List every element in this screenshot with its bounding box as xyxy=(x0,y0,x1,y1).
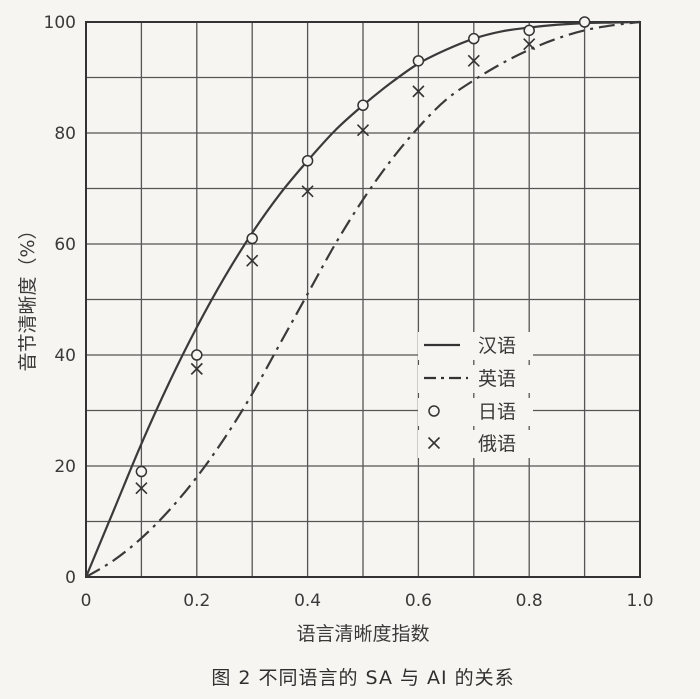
data-point-russian xyxy=(135,482,148,495)
legend-label: 汉语 xyxy=(478,335,516,357)
legend-label: 英语 xyxy=(478,368,516,390)
data-point-russian xyxy=(301,185,314,198)
series-line-english xyxy=(85,20,641,578)
plot-frame xyxy=(85,21,641,578)
x-tick-label: 0.4 xyxy=(294,591,321,611)
legend-swatch-circle xyxy=(428,405,440,417)
x-tick-labels: 0 0.2 0.4 0.6 0.8 1.0 xyxy=(81,591,654,611)
legend-label: 俄语 xyxy=(478,433,516,455)
y-tick-label: 60 xyxy=(54,235,76,255)
data-point-russian xyxy=(246,254,259,267)
x-tick-label: 0.2 xyxy=(183,591,210,611)
data-point-japanese xyxy=(412,55,425,67)
data-point-russian xyxy=(467,54,480,67)
x-tick-label: 0 xyxy=(81,591,92,611)
figure-caption: 图 2 不同语言的 SA 与 AI 的关系 xyxy=(211,667,514,689)
data-point-japanese xyxy=(246,232,258,245)
y-tick-labels: 0 20 40 60 80 100 xyxy=(44,13,76,588)
data-point-japanese xyxy=(468,32,480,45)
y-axis-label: 音节清晰度（%） xyxy=(17,220,39,371)
data-point-russian xyxy=(190,362,203,375)
data-point-japanese xyxy=(578,16,591,28)
y-tick-label: 100 xyxy=(44,13,76,33)
axes xyxy=(85,21,641,578)
data-point-japanese xyxy=(523,24,535,37)
x-tick-label: 0.8 xyxy=(516,591,543,611)
y-tick-label: 40 xyxy=(54,346,76,366)
y-tick-label: 80 xyxy=(54,124,76,144)
series xyxy=(84,16,641,578)
data-point-russian xyxy=(356,124,370,137)
data-point-japanese xyxy=(135,465,148,478)
data-point-japanese xyxy=(357,99,369,111)
y-tick-label: 20 xyxy=(54,457,76,477)
legend-bg xyxy=(418,365,533,393)
x-tick-label: 0.6 xyxy=(405,591,432,611)
legend-label: 日语 xyxy=(478,401,516,423)
y-tick-label: 0 xyxy=(65,568,76,588)
x-axis-label: 语言清晰度指数 xyxy=(296,623,429,645)
data-point-japanese xyxy=(301,155,314,167)
legend-swatch-cross xyxy=(427,436,441,450)
data-point-russian xyxy=(412,85,425,98)
x-tick-label: 1.0 xyxy=(626,591,653,611)
legend-bg xyxy=(418,430,533,458)
data-point-japanese xyxy=(191,349,203,361)
data-point-russian xyxy=(523,38,536,51)
